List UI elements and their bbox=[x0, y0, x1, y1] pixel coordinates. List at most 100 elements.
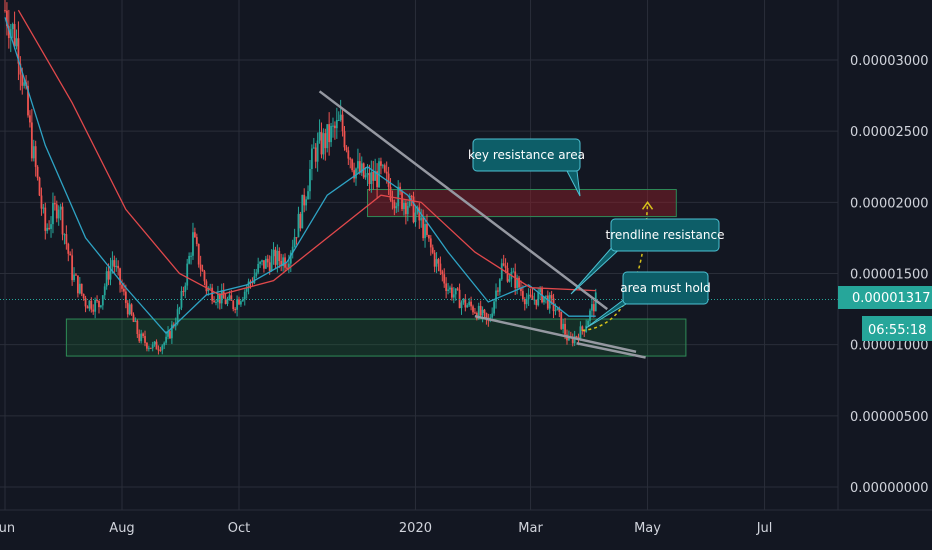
candle-body bbox=[146, 342, 148, 349]
candle-body bbox=[320, 132, 323, 155]
candle-body bbox=[84, 298, 87, 307]
candle-body bbox=[115, 265, 118, 268]
callout-text: trendline resistance bbox=[606, 228, 725, 242]
current-price-label: 0.00001317 bbox=[852, 291, 931, 306]
candle-body bbox=[466, 305, 469, 308]
annotation-callout[interactable]: area must hold bbox=[585, 271, 711, 329]
candle-body bbox=[297, 213, 300, 238]
y-tick-label: 0.00002000 bbox=[850, 196, 929, 211]
candle-body bbox=[341, 114, 344, 132]
candle-body bbox=[364, 175, 367, 178]
candle-body bbox=[247, 281, 250, 289]
candle-body bbox=[512, 271, 515, 273]
candle-body bbox=[128, 304, 131, 315]
y-tick-label: 0.00000000 bbox=[850, 481, 929, 496]
candle-body bbox=[44, 207, 47, 231]
candle-body bbox=[117, 265, 120, 269]
candle-body bbox=[335, 120, 338, 129]
candle-body bbox=[176, 309, 179, 324]
candle-body bbox=[564, 323, 566, 335]
y-tick-label: 0.00001500 bbox=[850, 268, 929, 283]
candle-body bbox=[583, 330, 586, 332]
candle-body bbox=[46, 227, 49, 231]
candle-body bbox=[259, 261, 261, 264]
candle-body bbox=[98, 300, 100, 308]
candle-body bbox=[180, 291, 183, 308]
candle-body bbox=[226, 299, 229, 304]
candle-body bbox=[504, 265, 507, 268]
candle-body bbox=[477, 305, 480, 319]
candle-body bbox=[474, 312, 476, 314]
candle-body bbox=[497, 290, 499, 292]
candle-body bbox=[238, 299, 240, 305]
candle-body bbox=[546, 295, 549, 309]
candle-body bbox=[67, 243, 70, 254]
callout-box bbox=[610, 218, 720, 252]
candle-body bbox=[134, 320, 137, 322]
annotation-callout[interactable]: key resistance area bbox=[468, 138, 585, 197]
candle-body bbox=[424, 224, 426, 239]
candle-body bbox=[82, 293, 85, 299]
candle-body bbox=[447, 289, 449, 292]
candle-body bbox=[241, 299, 244, 302]
candle-body bbox=[140, 333, 143, 342]
y-tick-label: 0.00000500 bbox=[850, 410, 929, 425]
candle-body bbox=[374, 171, 377, 181]
candle-body bbox=[113, 260, 116, 268]
trendlines bbox=[0, 90, 838, 359]
candle-body bbox=[460, 302, 463, 309]
candle-body bbox=[508, 279, 511, 282]
candle-body bbox=[253, 276, 256, 284]
candle-body bbox=[215, 301, 217, 303]
annotation-callout[interactable]: trendline resistance bbox=[570, 218, 725, 295]
candle-body bbox=[29, 115, 31, 123]
candle-body bbox=[287, 263, 290, 268]
candle-body bbox=[151, 344, 154, 349]
candle-body bbox=[535, 299, 538, 306]
candle-body bbox=[121, 284, 123, 289]
price-badges: 0.00001317 06:55:18 bbox=[838, 286, 932, 341]
candle-body bbox=[240, 301, 242, 305]
candle-body bbox=[324, 133, 327, 149]
candle-body bbox=[184, 285, 187, 292]
y-tick-label: 0.00001000 bbox=[850, 339, 929, 354]
candle-body bbox=[502, 263, 505, 266]
candle-body bbox=[157, 349, 160, 351]
candle-body bbox=[147, 347, 150, 349]
candle-body bbox=[437, 259, 440, 264]
candle-body bbox=[40, 195, 43, 209]
candle-body bbox=[36, 166, 39, 178]
candle-body bbox=[326, 124, 329, 149]
candle-body bbox=[355, 168, 357, 179]
axes[interactable]: 0.00003000 0.00002500 0.00002000 0.00001500… bbox=[0, 54, 929, 536]
candle-body bbox=[124, 291, 127, 303]
candle-body bbox=[264, 258, 267, 269]
projection-arrowhead bbox=[641, 201, 654, 210]
candle-body bbox=[295, 237, 298, 239]
candle-body bbox=[76, 275, 79, 294]
candle-body bbox=[351, 159, 354, 171]
candle-body bbox=[562, 323, 565, 329]
candle-body bbox=[303, 194, 306, 206]
candle-body bbox=[236, 299, 238, 310]
x-tick-label: 2020 bbox=[399, 521, 432, 536]
candle-body bbox=[50, 224, 52, 229]
y-tick-label: 0.00003000 bbox=[850, 54, 929, 69]
candle-body bbox=[201, 269, 204, 272]
candle-body bbox=[591, 304, 593, 311]
candle-body bbox=[385, 171, 388, 174]
candle-body bbox=[387, 173, 390, 187]
candle-body bbox=[544, 295, 547, 297]
candle-body bbox=[169, 331, 171, 339]
candle-body bbox=[80, 283, 83, 294]
candle-body bbox=[276, 250, 279, 265]
candle-body bbox=[195, 237, 198, 244]
candle-body bbox=[144, 336, 146, 343]
candle-body bbox=[554, 310, 557, 312]
candle-body bbox=[404, 202, 407, 215]
candle-body bbox=[309, 169, 311, 192]
candle-body bbox=[464, 298, 467, 308]
candle-body bbox=[272, 249, 275, 257]
candle-body bbox=[282, 257, 285, 267]
